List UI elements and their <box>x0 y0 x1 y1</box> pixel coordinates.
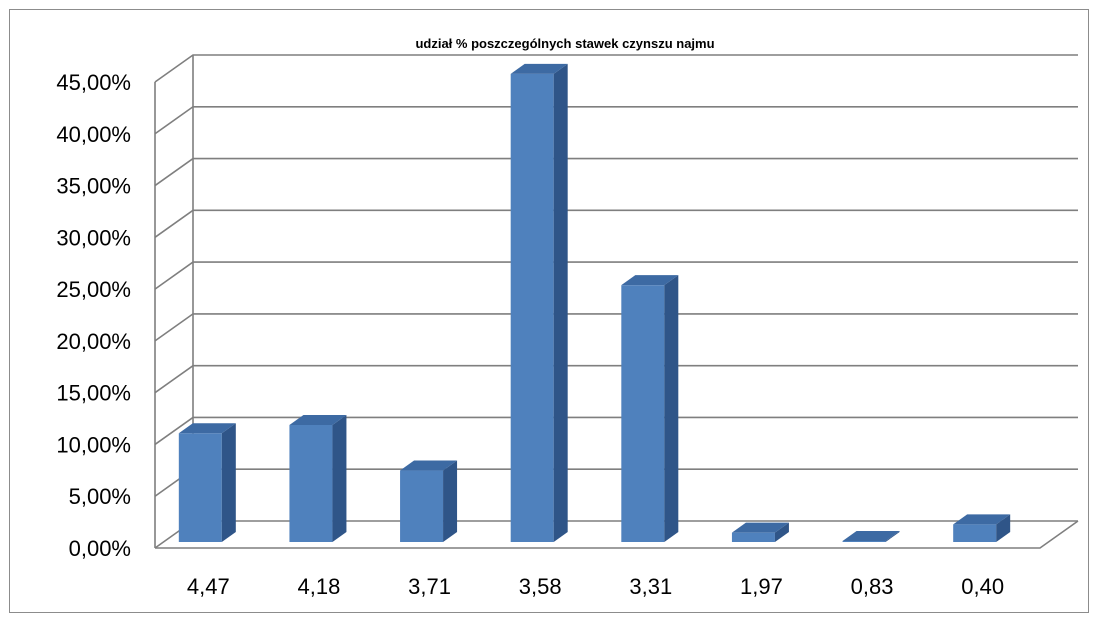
x-tick-label: 1,97 <box>740 574 783 599</box>
x-tick-label: 4,47 <box>187 574 230 599</box>
gridline <box>154 261 1078 290</box>
x-axis-ticks: 4,47 4,18 3,71 3,58 3,31 1,97 0,83 0,40 <box>187 574 1004 599</box>
y-tick-label: 5,00% <box>69 484 131 509</box>
bar <box>400 460 458 542</box>
y-tick-label: 10,00% <box>56 432 131 457</box>
bar <box>621 275 679 542</box>
y-tick-label: 20,00% <box>56 329 131 354</box>
x-tick-label: 3,58 <box>519 574 562 599</box>
x-tick-label: 3,71 <box>408 574 451 599</box>
gridline <box>154 105 1078 135</box>
bar <box>731 522 789 542</box>
bar <box>178 423 236 542</box>
x-tick-label: 0,83 <box>851 574 894 599</box>
y-tick-label: 30,00% <box>56 225 131 250</box>
y-tick-label: 35,00% <box>56 174 131 199</box>
bar <box>289 414 347 542</box>
bar <box>842 530 900 542</box>
gridline <box>154 54 1078 83</box>
x-tick-label: 4,18 <box>298 574 341 599</box>
y-axis-ticks: 0,00% 5,00% 10,00% 15,00% 20,00% 25,00% 30,00%… <box>56 70 131 561</box>
x-tick-label: 3,31 <box>629 574 672 599</box>
gridline <box>154 209 1078 238</box>
y-tick-label: 0,00% <box>69 536 131 561</box>
x-axis-floor <box>155 520 1079 549</box>
x-tick-label: 0,40 <box>961 574 1004 599</box>
y-tick-label: 25,00% <box>56 277 131 302</box>
y-tick-label: 40,00% <box>56 122 131 147</box>
chart-title: udział % poszczególnych stawek czynszu n… <box>415 36 714 51</box>
bar <box>953 514 1011 542</box>
gridline <box>154 313 1078 342</box>
gridline <box>154 157 1078 187</box>
bars <box>178 63 1011 542</box>
y-tick-label: 15,00% <box>56 381 131 406</box>
y-tick-label: 45,00% <box>56 70 131 95</box>
gridline <box>154 364 1078 394</box>
bar <box>510 63 568 542</box>
